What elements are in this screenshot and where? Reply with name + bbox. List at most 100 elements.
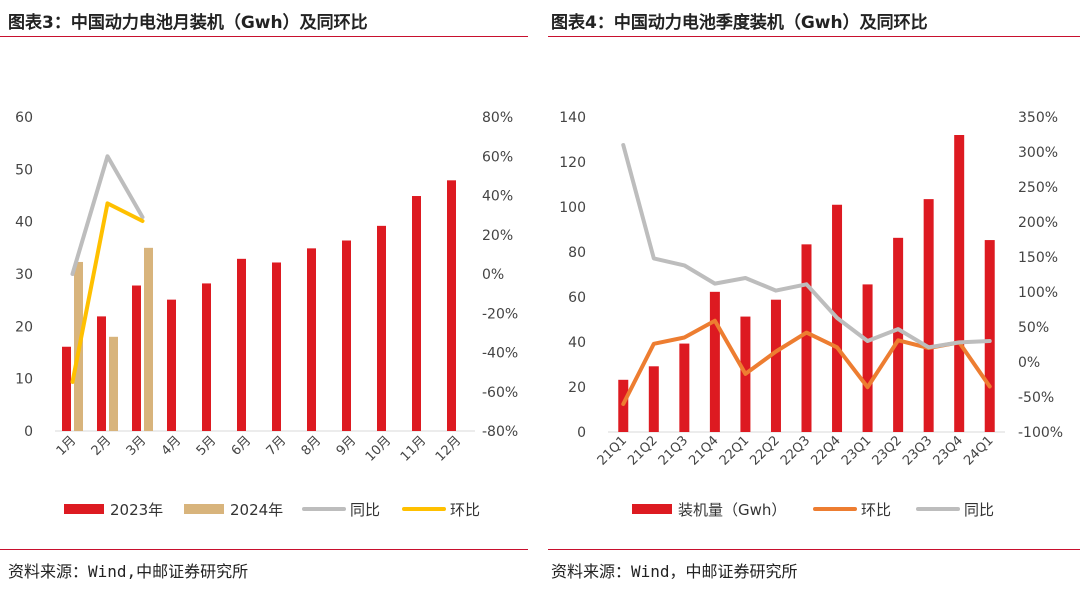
chart1-title-rule	[0, 36, 528, 37]
chart1-y-right-tick: -60%	[482, 385, 518, 401]
chart2-y-left-tick: 120	[559, 155, 586, 171]
chart1-x-tick: 1月	[54, 433, 80, 459]
chart2-y-right-tick: 0%	[1018, 355, 1040, 371]
chart2-x-tick: 23Q1	[839, 433, 874, 468]
chart1-source: 资料来源：Wind,中邮证券研究所	[8, 562, 249, 581]
chart2-bar	[893, 237, 904, 432]
chart1-title: 图表3：中国动力电池月装机（Gwh）及同环比	[8, 13, 368, 33]
chart1-y-left-tick: 0	[24, 424, 33, 440]
chart2-y-right-tick: 300%	[1018, 145, 1058, 161]
chart1-line-qoq	[70, 201, 145, 384]
chart1-y-right-tick: 20%	[482, 228, 513, 244]
chart2-y-right-tick: 200%	[1018, 215, 1058, 231]
chart2-y-left-tick: 100	[559, 200, 586, 216]
chart2-x-tick: 23Q2	[870, 433, 905, 468]
chart1-x-tick: 9月	[334, 433, 360, 459]
chart1-bar	[132, 285, 141, 431]
chart1-x-tick: 2月	[89, 433, 115, 459]
chart2-line-yoy	[621, 143, 992, 350]
chart2-legend-label: 环比	[861, 501, 891, 519]
chart1-x-tick: 7月	[264, 433, 290, 459]
chart2-y-right-tick: 50%	[1018, 320, 1049, 336]
chart2-bar	[770, 299, 781, 432]
chart2-x-tick: 21Q4	[686, 433, 721, 468]
chart2-bar	[923, 199, 934, 432]
chart1-bar	[97, 316, 106, 431]
chart1-legend-label: 同比	[350, 501, 380, 519]
chart1-source-rule	[0, 549, 528, 550]
chart1-bar	[272, 262, 281, 431]
chart2-x-tick: 22Q3	[778, 433, 813, 468]
chart2-y-right-tick: 100%	[1018, 285, 1058, 301]
chart2-y-right-tick: 150%	[1018, 250, 1058, 266]
chart2-source: 资料来源：Wind，中邮证券研究所	[551, 562, 798, 581]
chart2-y-left-tick: 0	[577, 425, 586, 441]
chart2-y-right-tick: -50%	[1018, 390, 1054, 406]
chart1-y-right-tick: 60%	[482, 149, 513, 165]
chart1-x-tick: 10月	[363, 433, 394, 464]
chart2-x-tick: 21Q2	[625, 433, 660, 468]
chart2-x-tick: 21Q3	[656, 433, 691, 468]
chart2-y-left-tick: 40	[568, 335, 586, 351]
chart2-legend-label: 同比	[964, 501, 994, 519]
chart1-bar	[342, 240, 351, 431]
chart1-y-right-tick: 0%	[482, 267, 504, 283]
chart1-y-left-tick: 40	[15, 215, 33, 231]
chart1-bar	[109, 336, 118, 431]
chart2-x-tick: 23Q4	[931, 433, 966, 468]
chart1-legend-label: 2024年	[230, 501, 283, 519]
chart2-y-left-tick: 20	[568, 380, 586, 396]
chart2-y-left-tick: 60	[568, 290, 586, 306]
chart1-x-tick: 6月	[229, 433, 255, 459]
chart2-source-rule	[548, 549, 1080, 550]
chart2-y-right-tick: 350%	[1018, 110, 1058, 126]
chart1-legend-swatch	[64, 504, 104, 514]
chart2-x-tick: 22Q1	[717, 433, 752, 468]
chart1-x-tick: 12月	[433, 433, 464, 464]
chart1-y-right-tick: 80%	[482, 110, 513, 126]
chart1-bar	[412, 196, 421, 431]
chart1-legend-swatch	[184, 504, 224, 514]
chart1-x-tick: 11月	[398, 433, 429, 464]
chart2-y-left-tick: 140	[559, 110, 586, 126]
chart2-bar	[648, 366, 659, 432]
chart1-x-tick: 3月	[124, 433, 150, 459]
chart1-line-yoy	[70, 154, 145, 276]
chart2-x-tick: 21Q1	[595, 433, 630, 468]
chart2-bar	[679, 343, 690, 432]
chart1-legend-label: 环比	[450, 501, 480, 519]
chart2-x-tick: 22Q2	[747, 433, 782, 468]
chart2-y-right-tick: -100%	[1018, 425, 1063, 441]
chart1-bar	[237, 258, 246, 431]
chart1-y-right-tick: 40%	[482, 189, 513, 205]
chart2-legend-swatch	[632, 504, 672, 514]
chart1-y-left-tick: 30	[15, 267, 33, 283]
chart1-y-left-tick: 20	[15, 319, 33, 335]
chart1-bar	[62, 346, 71, 431]
chart2-legend-label: 装机量（Gwh）	[678, 501, 786, 519]
chart1-bar	[144, 247, 153, 431]
chart1-bar	[202, 283, 211, 431]
chart2-title-rule	[548, 36, 1080, 37]
chart1-bar	[377, 225, 386, 431]
chart1-x-tick: 8月	[299, 433, 325, 459]
chart1-bar	[447, 180, 456, 431]
chart2-y-left-tick: 80	[568, 245, 586, 261]
chart1-legend-label: 2023年	[110, 501, 163, 519]
chart1-x-tick: 5月	[194, 433, 220, 459]
chart1-bar	[167, 299, 176, 431]
chart2-x-tick: 23Q3	[900, 433, 935, 468]
chart2-bar	[954, 135, 965, 432]
chart2-x-tick: 22Q4	[808, 433, 843, 468]
chart1-bar	[307, 248, 316, 431]
chart2-y-right-tick: 250%	[1018, 180, 1058, 196]
chart2-bar	[709, 291, 720, 432]
chart1-y-left-tick: 10	[15, 372, 33, 388]
chart2-x-tick: 24Q1	[961, 433, 996, 468]
chart1-x-tick: 4月	[159, 433, 185, 459]
chart1-y-left-tick: 50	[15, 162, 33, 178]
chart1-y-right-tick: -20%	[482, 306, 518, 322]
chart1-y-right-tick: -80%	[482, 424, 518, 440]
chart2-bar	[862, 284, 873, 432]
